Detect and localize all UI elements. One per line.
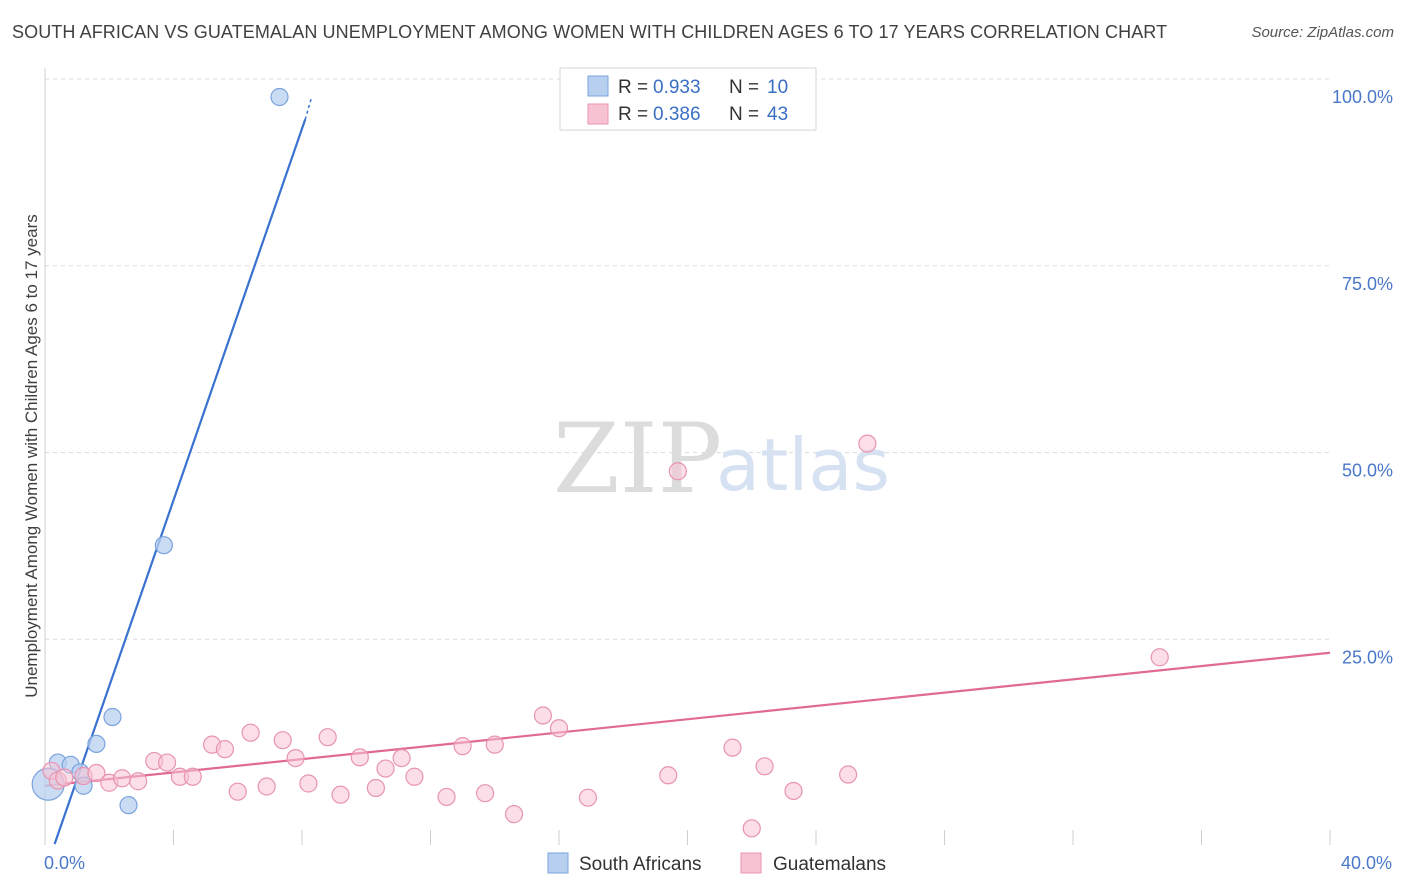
point-guatemalans-38 bbox=[742, 819, 761, 838]
watermark: ZIP atlas bbox=[553, 403, 890, 515]
x-tick-label-min: 0.0% bbox=[44, 853, 85, 873]
point-guatemalans-9 bbox=[157, 753, 177, 772]
watermark-atlas: atlas bbox=[716, 423, 890, 507]
trend-lines bbox=[44, 96, 1331, 845]
y-tick-label-3: 100.0% bbox=[1332, 87, 1393, 107]
legend-swatch-guatemalans bbox=[587, 103, 609, 125]
point-guatemalans-11 bbox=[183, 767, 202, 786]
y-tick-label-1: 50.0% bbox=[1342, 461, 1393, 481]
point-guatemalans-34 bbox=[578, 788, 598, 807]
point-guatemalans-28 bbox=[453, 737, 472, 756]
x-tick-label-max: 40.0% bbox=[1341, 853, 1392, 873]
point-guatemalans-15 bbox=[241, 723, 260, 742]
point-guatemalans-26 bbox=[405, 767, 424, 786]
grid-lines bbox=[45, 78, 1330, 640]
point-guatemalans-29 bbox=[476, 784, 495, 803]
legend-n-label-south-africans: N = bbox=[729, 77, 759, 98]
series-legend-swatch-south-africans bbox=[547, 852, 569, 874]
point-guatemalans-21 bbox=[331, 785, 350, 804]
series-legend-label-south-africans: South Africans bbox=[579, 854, 702, 875]
point-guatemalans-17 bbox=[273, 731, 292, 750]
point-south-africans-1 bbox=[154, 536, 173, 555]
series-legend: South Africans Guatemalans bbox=[547, 852, 886, 875]
x-ticks bbox=[173, 830, 1331, 845]
trend-line-south-africans bbox=[53, 119, 307, 845]
legend-r-label-south-africans: R = bbox=[618, 77, 648, 98]
point-guatemalans-23 bbox=[366, 778, 385, 798]
point-guatemalans-22 bbox=[350, 748, 369, 767]
legend-n-label-guatemalans: N = bbox=[729, 104, 759, 125]
point-guatemalans-37 bbox=[723, 738, 742, 757]
point-guatemalans-25 bbox=[392, 748, 411, 768]
point-south-africans-3 bbox=[87, 734, 106, 754]
watermark-zip: ZIP bbox=[553, 403, 722, 515]
point-guatemalans-42 bbox=[858, 434, 877, 453]
correlation-legend: R = 0.933 N = 10 R = 0.386 N = 43 bbox=[559, 67, 817, 131]
legend-n-value-south-africans: 10 bbox=[767, 77, 788, 98]
legend-swatch-south-africans bbox=[587, 75, 609, 97]
y-tick-label-0: 25.0% bbox=[1342, 647, 1393, 667]
point-guatemalans-2 bbox=[55, 768, 74, 787]
point-south-africans-2 bbox=[103, 707, 122, 727]
series-legend-swatch-guatemalans bbox=[740, 852, 762, 874]
point-guatemalans-19 bbox=[299, 774, 318, 793]
point-guatemalans-6 bbox=[112, 769, 132, 788]
point-guatemalans-16 bbox=[257, 777, 276, 796]
point-guatemalans-33 bbox=[549, 719, 569, 738]
legend-n-value-guatemalans: 43 bbox=[767, 104, 788, 125]
y-axis-title: Unemployment Among Women with Children A… bbox=[22, 214, 41, 698]
point-guatemalans-24 bbox=[376, 759, 395, 778]
trend-line-extension-south-africans bbox=[304, 96, 313, 120]
y-tick-label-2: 75.0% bbox=[1342, 274, 1393, 294]
legend-r-value-guatemalans: 0.386 bbox=[653, 104, 701, 125]
y-tick-labels: 25.0% 50.0% 75.0% 100.0% bbox=[1332, 87, 1393, 667]
point-guatemalans-39 bbox=[755, 757, 774, 776]
series-legend-label-guatemalans: Guatemalans bbox=[773, 854, 886, 875]
point-guatemalans-4 bbox=[87, 763, 106, 783]
point-guatemalans-41 bbox=[839, 765, 858, 784]
point-guatemalans-13 bbox=[215, 740, 234, 759]
point-guatemalans-30 bbox=[485, 735, 504, 754]
point-guatemalans-32 bbox=[533, 706, 553, 725]
point-guatemalans-14 bbox=[228, 782, 247, 801]
point-south-africans-0 bbox=[270, 87, 289, 107]
point-guatemalans-31 bbox=[504, 805, 524, 824]
legend-r-value-south-africans: 0.933 bbox=[653, 77, 701, 98]
point-guatemalans-43 bbox=[1150, 648, 1169, 667]
point-guatemalans-18 bbox=[286, 748, 305, 768]
trend-line-guatemalans bbox=[44, 651, 1331, 787]
point-guatemalans-40 bbox=[784, 781, 803, 801]
point-guatemalans-20 bbox=[318, 728, 337, 747]
point-guatemalans-27 bbox=[437, 787, 456, 807]
legend-r-label-guatemalans: R = bbox=[618, 104, 648, 125]
point-guatemalans-7 bbox=[129, 772, 148, 791]
point-guatemalans-35 bbox=[659, 766, 678, 785]
chart-title: SOUTH AFRICAN VS GUATEMALAN UNEMPLOYMENT… bbox=[12, 22, 1168, 42]
point-south-africans-8 bbox=[119, 796, 138, 815]
chart-source: Source: ZipAtlas.com bbox=[1251, 24, 1394, 41]
data-points bbox=[31, 87, 1169, 838]
point-guatemalans-36 bbox=[668, 462, 687, 481]
